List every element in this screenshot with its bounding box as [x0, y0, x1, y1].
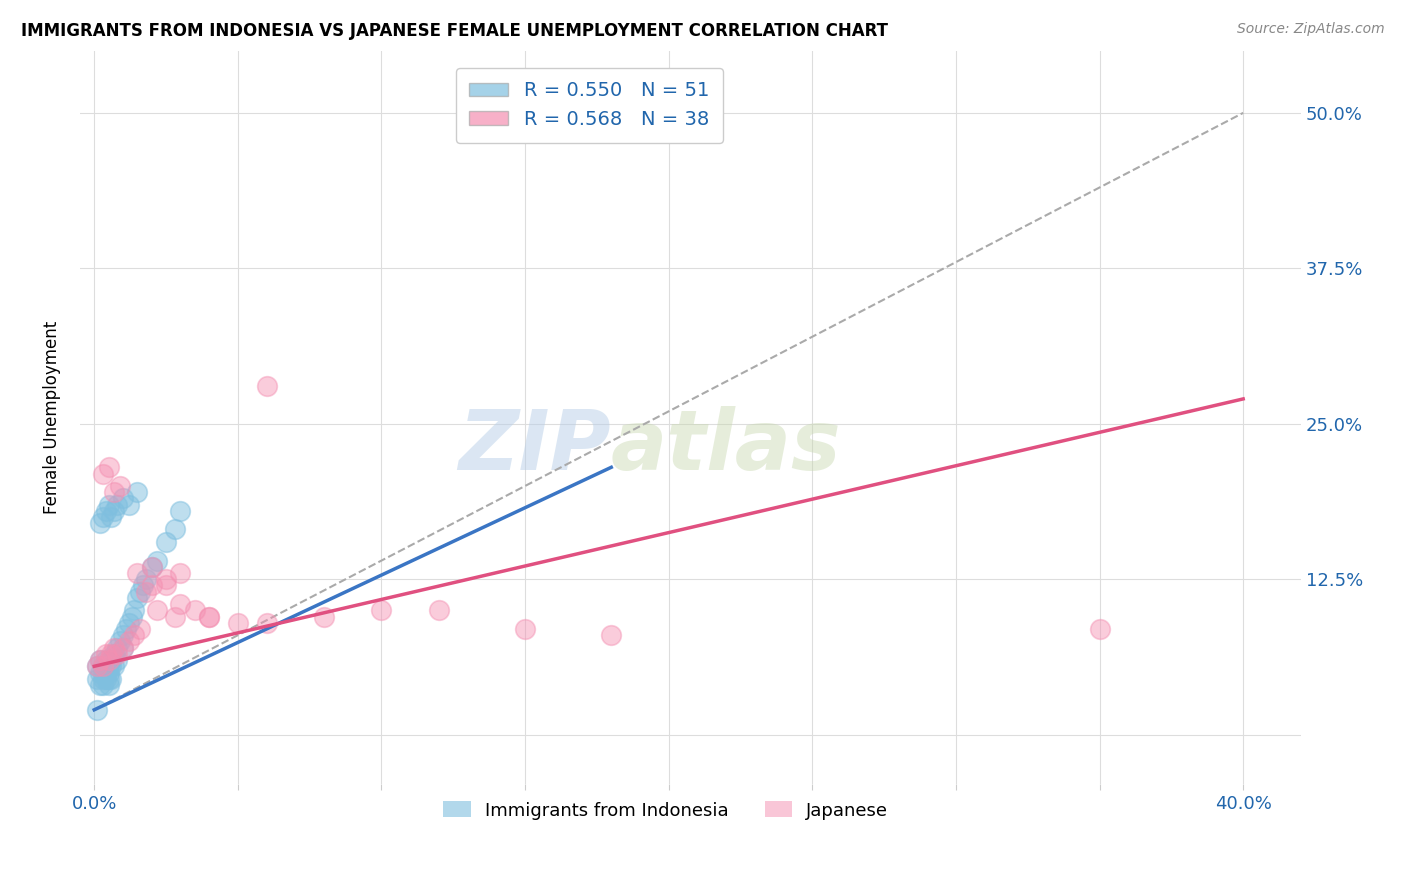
Point — [91, 510, 114, 524]
Point — [1088, 622, 1111, 636]
Point — [94, 653, 117, 667]
Y-axis label: Female Unemployment: Female Unemployment — [44, 321, 60, 514]
Point — [103, 485, 125, 500]
Point — [118, 634, 141, 648]
Text: Source: ZipAtlas.com: Source: ZipAtlas.com — [1237, 22, 1385, 37]
Point — [141, 578, 163, 592]
Point — [91, 659, 114, 673]
Point — [124, 628, 146, 642]
Point — [86, 672, 108, 686]
Point — [141, 559, 163, 574]
Point — [129, 584, 152, 599]
Point — [226, 615, 249, 630]
Point — [108, 634, 131, 648]
Point — [105, 498, 128, 512]
Point — [100, 659, 122, 673]
Legend: Immigrants from Indonesia, Japanese: Immigrants from Indonesia, Japanese — [436, 794, 896, 827]
Point — [198, 609, 221, 624]
Point — [155, 535, 177, 549]
Point — [114, 622, 136, 636]
Point — [89, 678, 111, 692]
Point — [103, 659, 125, 673]
Point — [370, 603, 392, 617]
Point — [94, 659, 117, 673]
Point — [146, 553, 169, 567]
Point — [108, 479, 131, 493]
Point — [105, 640, 128, 655]
Point — [91, 467, 114, 481]
Point — [94, 647, 117, 661]
Point — [97, 665, 120, 680]
Point — [427, 603, 450, 617]
Point — [118, 498, 141, 512]
Point — [169, 597, 191, 611]
Point — [103, 647, 125, 661]
Point — [100, 672, 122, 686]
Point — [127, 566, 149, 580]
Text: ZIP: ZIP — [458, 407, 610, 487]
Point — [312, 609, 335, 624]
Point — [91, 665, 114, 680]
Point — [132, 578, 155, 592]
Point — [163, 523, 186, 537]
Point — [100, 647, 122, 661]
Point — [111, 640, 134, 655]
Point — [600, 628, 623, 642]
Point — [155, 572, 177, 586]
Point — [146, 603, 169, 617]
Point — [97, 659, 120, 673]
Point — [121, 609, 143, 624]
Point — [103, 640, 125, 655]
Point — [135, 572, 157, 586]
Text: atlas: atlas — [610, 407, 842, 487]
Point — [111, 491, 134, 506]
Point — [169, 504, 191, 518]
Point — [100, 510, 122, 524]
Point — [86, 703, 108, 717]
Point — [89, 653, 111, 667]
Point — [89, 516, 111, 531]
Point — [100, 653, 122, 667]
Point — [129, 622, 152, 636]
Point — [198, 609, 221, 624]
Point — [91, 672, 114, 686]
Point — [86, 659, 108, 673]
Point — [97, 460, 120, 475]
Point — [91, 659, 114, 673]
Point — [124, 603, 146, 617]
Text: IMMIGRANTS FROM INDONESIA VS JAPANESE FEMALE UNEMPLOYMENT CORRELATION CHART: IMMIGRANTS FROM INDONESIA VS JAPANESE FE… — [21, 22, 889, 40]
Point — [94, 504, 117, 518]
Point — [105, 653, 128, 667]
Point — [155, 578, 177, 592]
Point — [127, 591, 149, 605]
Point — [111, 628, 134, 642]
Point — [97, 678, 120, 692]
Point — [86, 659, 108, 673]
Point — [97, 653, 120, 667]
Point — [94, 665, 117, 680]
Point — [105, 647, 128, 661]
Point — [94, 672, 117, 686]
Point — [118, 615, 141, 630]
Point — [256, 379, 278, 393]
Point — [256, 615, 278, 630]
Point — [91, 678, 114, 692]
Point — [135, 584, 157, 599]
Point — [97, 672, 120, 686]
Point — [163, 609, 186, 624]
Point — [184, 603, 207, 617]
Point — [141, 559, 163, 574]
Point — [89, 653, 111, 667]
Point — [89, 665, 111, 680]
Point — [97, 498, 120, 512]
Point — [169, 566, 191, 580]
Point — [127, 485, 149, 500]
Point — [513, 622, 536, 636]
Point — [103, 504, 125, 518]
Point — [111, 640, 134, 655]
